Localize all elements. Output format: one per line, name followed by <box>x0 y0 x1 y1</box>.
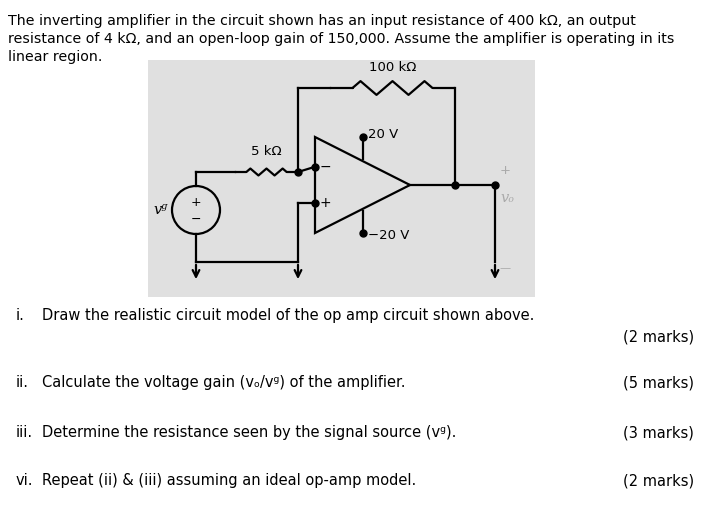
Text: linear region.: linear region. <box>8 50 102 64</box>
Text: 100 kΩ: 100 kΩ <box>369 61 416 74</box>
Text: −20 V: −20 V <box>369 229 410 242</box>
Text: i.: i. <box>16 308 25 323</box>
Text: −: − <box>319 160 331 174</box>
Text: ii.: ii. <box>16 375 29 390</box>
Text: vi.: vi. <box>16 473 34 488</box>
Text: (2 marks): (2 marks) <box>623 473 694 488</box>
Text: +: + <box>319 196 331 210</box>
Text: The inverting amplifier in the circuit shown has an input resistance of 400 kΩ, : The inverting amplifier in the circuit s… <box>8 14 636 28</box>
Text: (3 marks): (3 marks) <box>623 425 694 440</box>
Text: Draw the realistic circuit model of the op amp circuit shown above.: Draw the realistic circuit model of the … <box>42 308 534 323</box>
Text: 20 V: 20 V <box>369 128 399 141</box>
Text: —: — <box>499 263 510 273</box>
Text: −: − <box>191 212 201 226</box>
Text: Repeat (ii) & (iii) assuming an ideal op-amp model.: Repeat (ii) & (iii) assuming an ideal op… <box>42 473 416 488</box>
Text: (5 marks): (5 marks) <box>623 375 694 390</box>
Text: vₒ: vₒ <box>500 191 514 205</box>
Text: Calculate the voltage gain (vₒ/vᵍ) of the amplifier.: Calculate the voltage gain (vₒ/vᵍ) of th… <box>42 375 406 390</box>
Text: iii.: iii. <box>16 425 33 440</box>
Text: 5 kΩ: 5 kΩ <box>251 145 282 158</box>
Text: (2 marks): (2 marks) <box>623 330 694 345</box>
Text: resistance of 4 kΩ, and an open-loop gain of 150,000. Assume the amplifier is op: resistance of 4 kΩ, and an open-loop gai… <box>8 32 675 46</box>
Text: Determine the resistance seen by the signal source (vᵍ).: Determine the resistance seen by the sig… <box>42 425 456 440</box>
Bar <box>148 60 535 297</box>
Text: +: + <box>191 195 201 209</box>
Text: vᵍ: vᵍ <box>154 203 168 217</box>
Text: +: + <box>500 165 511 177</box>
